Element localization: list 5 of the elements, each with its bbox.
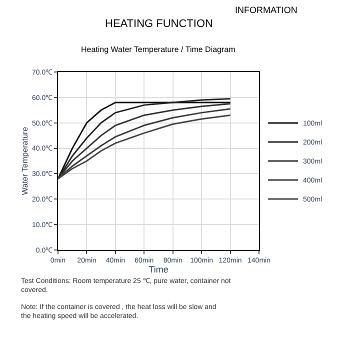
chart-subtitle: Heating Water Temperature / Time Diagram [81, 45, 236, 54]
y-axis-title: Water Temperature [20, 126, 30, 196]
chart-title: HEATING FUNCTION [105, 18, 214, 30]
x-axis-title: Time [148, 264, 168, 274]
text: INFORMATION [235, 5, 298, 15]
